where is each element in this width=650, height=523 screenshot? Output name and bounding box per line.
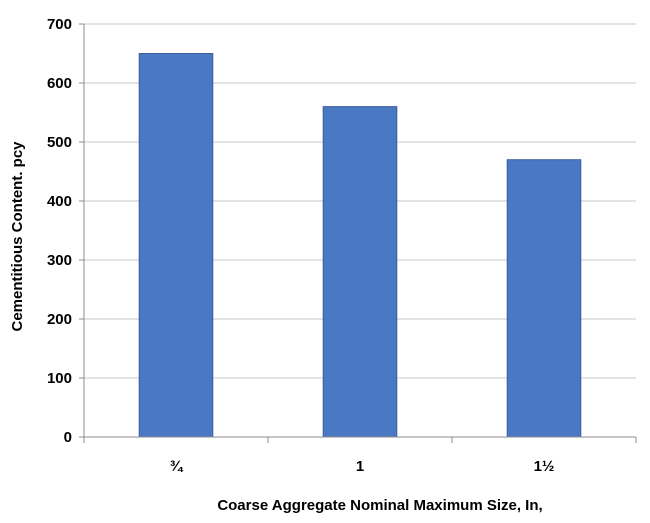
y-tick-label: 300 <box>47 252 72 269</box>
x-axis-title: Coarse Aggregate Nominal Maximum Size, I… <box>217 497 542 514</box>
bar <box>138 53 214 438</box>
y-tick-label: 200 <box>47 311 72 328</box>
y-tick-label: 0 <box>64 429 72 446</box>
bar <box>322 106 398 438</box>
x-tick-label: ¾ <box>170 458 184 475</box>
x-tick-label: 1 <box>356 458 364 475</box>
y-tick-label: 500 <box>47 134 72 151</box>
x-tick-label: 1½ <box>534 458 555 475</box>
y-axis-title: Cementitious Content. pcy <box>9 141 26 332</box>
y-tick-label: 400 <box>47 193 72 210</box>
y-tick-label: 100 <box>47 370 72 387</box>
bars <box>138 53 582 438</box>
bar <box>506 159 582 438</box>
y-tick-label: 700 <box>47 16 72 33</box>
y-tick-label: 600 <box>47 75 72 92</box>
y-tick-labels: 0 100 200 300 400 500 600 700 <box>47 16 72 446</box>
x-tick-labels: ¾ 1 1½ <box>170 458 555 475</box>
axes <box>79 23 637 443</box>
